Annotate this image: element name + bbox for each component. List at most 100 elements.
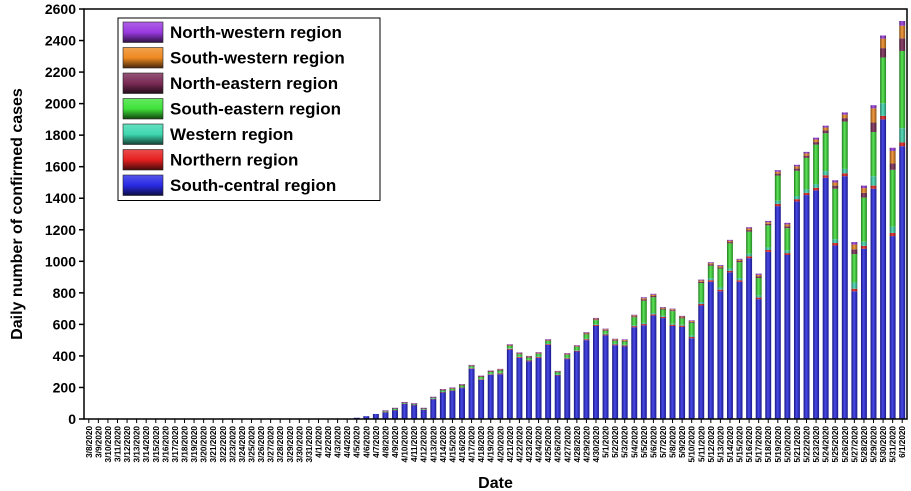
bar-segment (420, 408, 427, 409)
y-tick-label: 600 (53, 316, 77, 332)
bar-segment (439, 392, 446, 393)
legend: North-western region South-western region… (117, 17, 381, 201)
x-tick-label: 4/3/2020 (334, 426, 343, 458)
bar-segment (851, 282, 858, 289)
bar-segment (841, 112, 848, 115)
bar-segment (688, 321, 695, 323)
bar-segment (698, 280, 705, 282)
legend-label: Northern region (170, 151, 298, 170)
legend-label: North-western region (170, 23, 342, 42)
x-tick-label: 5/21/2020 (793, 426, 802, 463)
bar-segment (401, 402, 408, 404)
bar-segment (363, 416, 370, 419)
bar-segment (669, 310, 676, 312)
bar-segment (382, 411, 389, 413)
y-tick-label: 800 (53, 285, 77, 301)
bar-segment (899, 142, 906, 147)
bar-segment (640, 298, 647, 300)
bar-segment (813, 139, 820, 143)
x-tick-label: 3/11/2020 (113, 426, 122, 462)
bar-segment (612, 338, 619, 340)
x-tick-label: 4/28/2020 (573, 426, 582, 463)
bar-segment (535, 357, 542, 358)
bar-segment (860, 188, 867, 193)
bar-segment (487, 373, 494, 375)
bar-segment (516, 357, 523, 358)
bar-segment (736, 278, 743, 281)
x-tick-label: 4/1/2020 (314, 426, 323, 458)
bar-segment (411, 404, 418, 406)
x-tick-label: 6/1/2020 (898, 426, 907, 458)
x-tick-label: 4/8/2020 (381, 426, 390, 458)
legend-label: Western region (170, 125, 293, 144)
x-tick-label: 5/15/2020 (736, 426, 745, 463)
bar-segment (832, 180, 839, 183)
bar-segment (439, 389, 446, 391)
legend-label: South-eastern region (170, 100, 341, 119)
bar-segment (382, 412, 389, 413)
bar-segment (650, 293, 657, 295)
x-tick-label: 3/8/2020 (85, 426, 94, 458)
bar-segment (449, 390, 456, 419)
bar-segment (430, 399, 437, 419)
x-tick-label: 4/6/2020 (362, 426, 371, 458)
bar-segment (784, 228, 791, 251)
bar-segment (650, 313, 657, 315)
bar-segment (851, 254, 858, 283)
bar-segment (439, 390, 446, 392)
bar-segment (583, 333, 590, 335)
bar-segment (793, 170, 800, 197)
bar-segment (679, 316, 686, 318)
bar-segment (497, 368, 504, 370)
bar-segment (698, 305, 705, 419)
bar-segment (669, 309, 676, 311)
x-tick-label: 5/28/2020 (860, 426, 869, 463)
bar-segment (803, 153, 810, 156)
legend-swatch (122, 98, 164, 120)
x-tick-label: 4/20/2020 (496, 426, 505, 463)
bar-segment (851, 249, 858, 255)
y-tick-label: 1200 (45, 222, 76, 238)
bar-segment (746, 228, 753, 231)
x-tick-label: 3/26/2020 (257, 426, 266, 463)
bar-segment (832, 245, 839, 419)
bar-segment (612, 340, 619, 341)
bar-segment (564, 359, 571, 419)
bar-segment (545, 344, 552, 345)
bar-segment (430, 397, 437, 398)
y-axis-ticks: 0 200 400 600 800 1000 1200 1400 1600 1800 2000 220… (45, 1, 84, 427)
x-tick-label: 5/17/2020 (755, 426, 764, 463)
x-tick-label: 5/29/2020 (870, 426, 879, 463)
bar-segment (860, 185, 867, 189)
bar-segment (650, 315, 657, 419)
bar-segment (669, 311, 676, 324)
bar-segment (774, 173, 781, 176)
bar-segment (707, 280, 714, 282)
bar-segment (841, 173, 848, 177)
bar-segment (573, 346, 580, 351)
bar-segment (793, 166, 800, 169)
x-tick-label: 3/18/2020 (180, 426, 189, 463)
y-tick-label: 1000 (45, 253, 76, 269)
legend-label: North-eastern region (170, 74, 338, 93)
bar-segment (535, 356, 542, 358)
bar-segment (755, 299, 762, 419)
bar-segment (516, 353, 523, 355)
bar-segment (545, 339, 552, 340)
y-tick-label: 400 (53, 348, 77, 364)
x-tick-label: 5/11/2020 (697, 426, 706, 462)
bar-segment (880, 119, 887, 419)
bar-segment (765, 222, 772, 224)
bar-segment (478, 376, 485, 378)
bar-segment (726, 268, 733, 271)
bar-segment (660, 316, 666, 319)
bar-segment (870, 185, 877, 189)
bar-segment (736, 280, 743, 282)
bar-segment (621, 346, 628, 419)
bar-segment (459, 387, 465, 389)
bar-segment (602, 333, 609, 335)
bar-segment (851, 242, 858, 245)
bar-segment (554, 374, 561, 375)
bar-segment (564, 353, 571, 355)
